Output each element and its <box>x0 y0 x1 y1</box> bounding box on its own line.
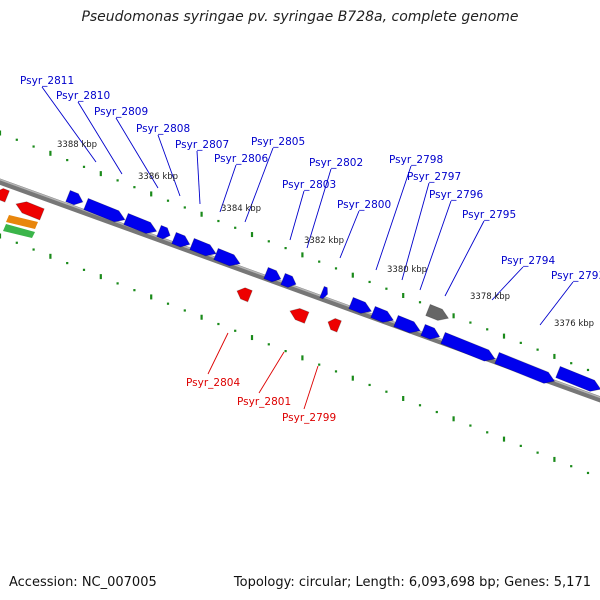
accession-text: Accession: NC_007005 <box>9 575 157 590</box>
forward-gene-arrow <box>171 231 191 248</box>
forward-gene-arrow <box>280 272 297 288</box>
map-title: Pseudomonas syringae pv. syringae B728a,… <box>81 9 519 25</box>
reverse-gene-arrow <box>289 308 310 324</box>
topology-summary: Topology: circular; Length: 6,093,698 bp… <box>233 575 591 590</box>
forward-gene-label: Psyr_2797 <box>407 171 461 183</box>
forward-label-leader <box>306 168 332 249</box>
forward-gene-arrow <box>440 331 496 362</box>
forward-gene-arrow <box>123 212 158 234</box>
forward-label-leader <box>244 147 274 223</box>
scale-labels: 3388 kbp 3386 kbp 3384 kbp 3382 kbp 3380 kbp… <box>57 140 594 329</box>
scale-kbp-label: 3376 kbp <box>554 319 594 329</box>
forward-label-leader <box>339 210 360 259</box>
scale-kbp-label: 3382 kbp <box>304 236 344 246</box>
forward-gene-label: Psyr_2810 <box>56 90 110 102</box>
reverse-gene-arrow <box>327 318 342 333</box>
forward-label-leader <box>289 190 305 241</box>
forward-gene-arrow <box>263 266 282 283</box>
forward-label-leader <box>375 165 412 271</box>
forward-gene-label: Psyr_2803 <box>282 179 336 191</box>
forward-gene-arrow <box>213 247 241 267</box>
forward-gene-arrow <box>156 224 171 240</box>
reverse-gene-label: Psyr_2804 <box>186 377 240 389</box>
forward-gene-label: Psyr_2798 <box>389 154 443 166</box>
forward-label-leader <box>196 150 201 205</box>
forward-gene-label: Psyr_2809 <box>94 106 148 118</box>
forward-label-leader <box>157 134 181 197</box>
forward-label-leader <box>115 117 159 189</box>
forward-gene-label: Psyr_2794 <box>501 255 555 267</box>
left-reverse-gene <box>15 201 45 221</box>
left-green-feature <box>3 224 35 238</box>
reverse-gene-label: Psyr_2801 <box>237 396 291 408</box>
scale-kbp-label: 3386 kbp <box>138 172 178 182</box>
reverse-gene-label: Psyr_2799 <box>282 412 336 424</box>
forward-gene-arrow <box>319 285 328 300</box>
forward-gene-arrow <box>420 323 441 340</box>
forward-label-leader <box>419 200 452 291</box>
left-edge-features <box>0 188 45 238</box>
gene-labels: Psyr_2811 Psyr_2810 Psyr_2809 Psyr_2808 Psyr… <box>20 75 600 424</box>
forward-gene-label: Psyr_2807 <box>175 139 229 151</box>
reverse-genes <box>236 287 342 333</box>
forward-gene-label: Psyr_2800 <box>337 199 391 211</box>
forward-gene-arrow <box>65 189 84 206</box>
forward-gene-label: Psyr_2796 <box>429 189 483 201</box>
outer-tick-ring <box>0 130 590 372</box>
forward-gene-label: Psyr_2795 <box>462 209 516 221</box>
left-orange-feature <box>6 215 38 229</box>
reverse-label-leader <box>258 351 285 394</box>
pseudo-gene-block <box>425 303 450 321</box>
scale-kbp-label: 3384 kbp <box>221 204 261 214</box>
scale-kbp-label: 3378 kbp <box>470 292 510 302</box>
forward-gene-label: Psyr_2808 <box>136 123 190 135</box>
forward-label-leader <box>41 86 97 163</box>
forward-gene-arrow <box>348 296 373 314</box>
forward-label-leader <box>539 281 574 326</box>
forward-label-leader <box>219 164 237 213</box>
forward-gene-label: Psyr_2806 <box>214 153 268 165</box>
inner-tick-ring <box>0 233 590 475</box>
forward-gene-arrow <box>494 351 556 384</box>
scale-kbp-label: 3388 kbp <box>57 140 97 150</box>
forward-gene-label: Psyr_2805 <box>251 136 305 148</box>
forward-gene-label: Psyr_2811 <box>20 75 74 87</box>
forward-label-leader <box>77 101 123 175</box>
label-leaders <box>41 86 574 410</box>
pseudo-genes <box>425 303 450 321</box>
scale-kbp-label: 3380 kbp <box>387 265 427 275</box>
forward-gene-arrow <box>83 197 126 223</box>
forward-gene-label: Psyr_2793 <box>551 270 600 282</box>
reverse-label-leader <box>207 332 229 375</box>
forward-gene-arrow <box>555 365 600 392</box>
forward-genes <box>65 189 600 392</box>
forward-gene-arrow <box>189 237 217 257</box>
reverse-gene-arrow <box>236 287 253 303</box>
forward-label-leader <box>491 266 524 301</box>
forward-gene-label: Psyr_2802 <box>309 157 363 169</box>
left-reverse-gene <box>0 188 10 203</box>
forward-gene-arrow <box>393 314 421 334</box>
reverse-label-leader <box>303 365 319 410</box>
forward-gene-arrow <box>370 305 395 323</box>
forward-label-leader <box>401 182 430 281</box>
forward-label-leader <box>444 220 485 297</box>
